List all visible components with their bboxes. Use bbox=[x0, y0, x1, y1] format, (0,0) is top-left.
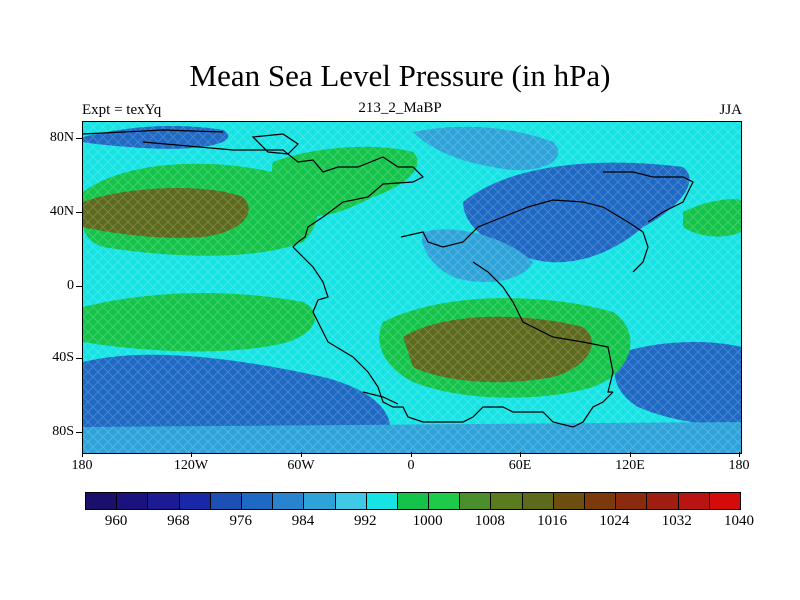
colorbar-label: 960 bbox=[104, 513, 128, 529]
x-tickmark bbox=[739, 452, 740, 457]
colorbar-swatch bbox=[709, 493, 740, 509]
colorbar-swatch bbox=[241, 493, 274, 509]
colorbar-swatch bbox=[553, 493, 585, 509]
pressure-field-svg bbox=[83, 122, 741, 453]
colorbar-swatch bbox=[616, 493, 648, 509]
colorbar-swatch bbox=[148, 493, 180, 509]
colorbar-label: 1040 bbox=[724, 513, 754, 529]
x-tickmark bbox=[191, 452, 192, 457]
run-label: 213_2_MaBP bbox=[358, 100, 442, 116]
coast-africa-asia bbox=[472, 261, 614, 393]
colorbar-label: 976 bbox=[229, 513, 252, 529]
x-tickmark bbox=[630, 452, 631, 457]
season-label: JJA bbox=[719, 102, 742, 118]
colorbar-swatch bbox=[460, 493, 492, 509]
colorbar-swatch bbox=[491, 493, 523, 509]
y-tickmark-40s bbox=[76, 358, 82, 359]
y-tickmark-80s bbox=[76, 432, 82, 433]
colorbar-swatch bbox=[366, 493, 398, 509]
colorbar-swatch bbox=[522, 493, 554, 509]
coast-north-america bbox=[142, 141, 425, 323]
y-tick-label: 0 bbox=[67, 278, 74, 293]
x-tick-label: 180 bbox=[71, 458, 93, 473]
map-title: Mean Sea Level Pressure (in hPa) bbox=[189, 58, 611, 93]
x-tickmark bbox=[520, 452, 521, 457]
x-tick-label: 60W bbox=[287, 458, 315, 473]
hatch-overlay bbox=[83, 122, 741, 453]
coast-arctic bbox=[83, 129, 224, 135]
coast-eurasia bbox=[400, 199, 649, 273]
y-tick-label: 80N bbox=[49, 130, 74, 145]
colorbar-swatch bbox=[647, 493, 679, 509]
colorbar-label: 992 bbox=[354, 513, 377, 529]
colorbar-swatch bbox=[210, 493, 242, 509]
colorbar-label: 1000 bbox=[412, 513, 443, 529]
x-tick-label: 0 bbox=[407, 458, 415, 473]
pressure-map bbox=[82, 121, 742, 454]
x-tick-label: 180 bbox=[728, 458, 750, 473]
x-tickmark bbox=[411, 452, 412, 457]
colorbar-label: 1008 bbox=[474, 513, 505, 529]
y-tickmark-80n bbox=[76, 138, 82, 139]
colorbar-swatch bbox=[678, 493, 710, 509]
colorbar-swatch bbox=[273, 493, 305, 509]
colorbar bbox=[85, 492, 741, 510]
colorbar-swatch bbox=[335, 493, 367, 509]
coast-siberia bbox=[603, 171, 694, 223]
colorbar-swatch bbox=[304, 493, 336, 509]
y-tick-label: 40S bbox=[52, 350, 74, 365]
y-tick-label: 40N bbox=[49, 204, 74, 219]
x-tickmark bbox=[82, 452, 83, 457]
y-tickmark-40n bbox=[76, 212, 82, 213]
colorbar-label: 1024 bbox=[599, 513, 630, 529]
coastlines bbox=[83, 129, 694, 428]
colorbar-swatch bbox=[397, 493, 430, 509]
coast-greenland bbox=[251, 133, 299, 155]
colorbar-swatch bbox=[585, 493, 617, 509]
x-tickmark bbox=[301, 452, 302, 457]
colorbar-label: 1032 bbox=[661, 513, 692, 529]
colorbar-swatch bbox=[86, 493, 118, 509]
x-tick-label: 120E bbox=[615, 458, 645, 473]
experiment-label: Expt = texYq bbox=[82, 102, 162, 118]
coast-south-america bbox=[317, 321, 614, 428]
y-tick-label: 80S bbox=[52, 424, 74, 439]
colorbar-label: 1016 bbox=[537, 513, 568, 529]
colorbar-label: 968 bbox=[167, 513, 190, 529]
y-tickmark-0 bbox=[76, 286, 82, 287]
colorbar-label: 984 bbox=[291, 513, 315, 529]
colorbar-swatch bbox=[117, 493, 149, 509]
colorbar-swatch bbox=[429, 493, 461, 509]
colorbar-swatch bbox=[179, 493, 211, 509]
x-tick-label: 60E bbox=[508, 458, 532, 473]
coast-antarctica bbox=[362, 391, 399, 405]
x-tick-label: 120W bbox=[173, 458, 209, 473]
